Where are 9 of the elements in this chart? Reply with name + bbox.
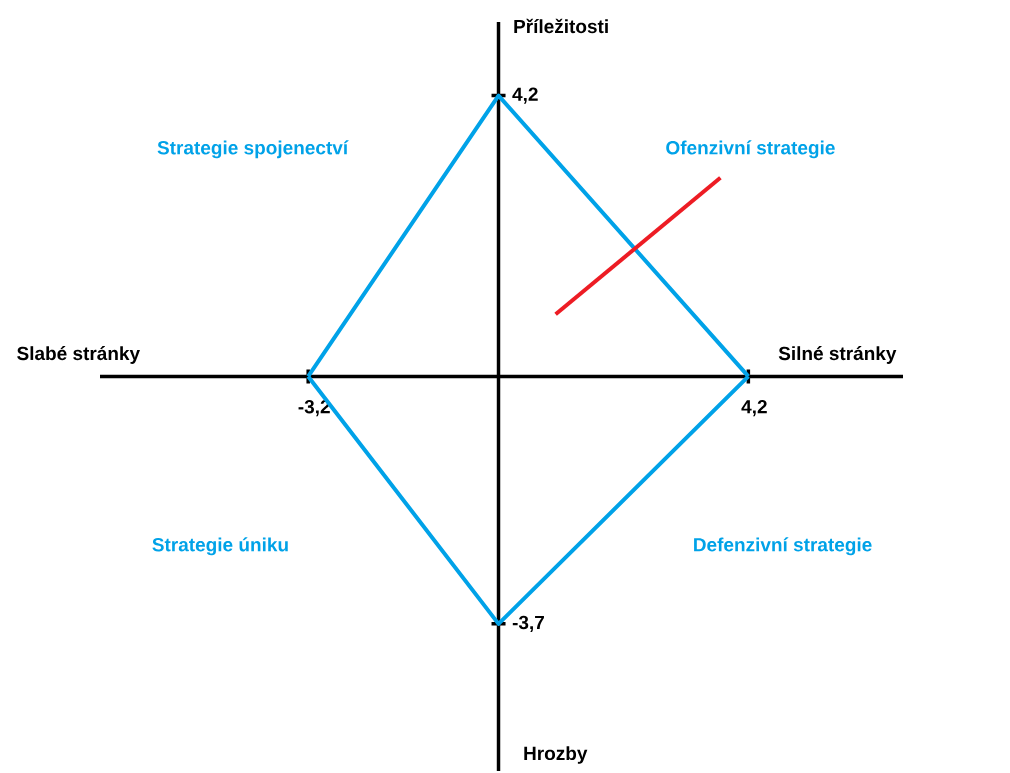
annotation: Hrozby (524, 746, 588, 764)
annotation: Strategie úniku (152, 537, 288, 556)
annotation: Strategie spojenectví (157, 140, 349, 159)
annotation: Ofenzivní strategie (666, 140, 835, 159)
x-axis-title: Silné stránky (778, 346, 897, 365)
y-axis-title: Příležitosti (514, 18, 608, 34)
annotation: Slabé stránky (17, 346, 140, 365)
annotation: Defenzivní strategie (694, 537, 872, 556)
y-tick-label: -3,7 (512, 615, 544, 633)
